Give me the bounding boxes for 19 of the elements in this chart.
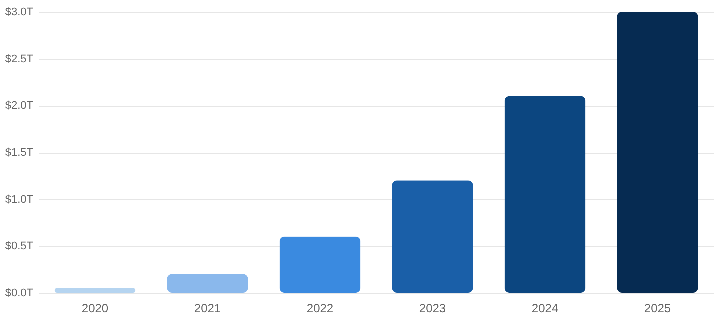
x-tick-label: 2020 [82,302,109,316]
y-tick-label: $0.0T [5,288,34,300]
y-tick-label: $3.0T [5,6,34,18]
x-tick-label: 2023 [419,302,446,316]
y-tick-label: $2.0T [5,100,34,112]
x-tick-label: 2024 [532,302,559,316]
y-tick-label: $1.0T [5,194,34,206]
y-tick-label: $0.5T [5,240,34,253]
x-tick-label: 2022 [306,302,334,316]
x-tick-label: 2021 [194,302,222,316]
bar [392,180,474,293]
bar [504,96,586,293]
bar [54,288,136,293]
bar [167,274,248,293]
bar [280,236,361,293]
x-tick-label: 2025 [644,302,672,316]
bar [617,12,698,293]
y-tick-label: $2.5T [5,53,34,66]
y-tick-label: $1.5T [5,147,34,159]
